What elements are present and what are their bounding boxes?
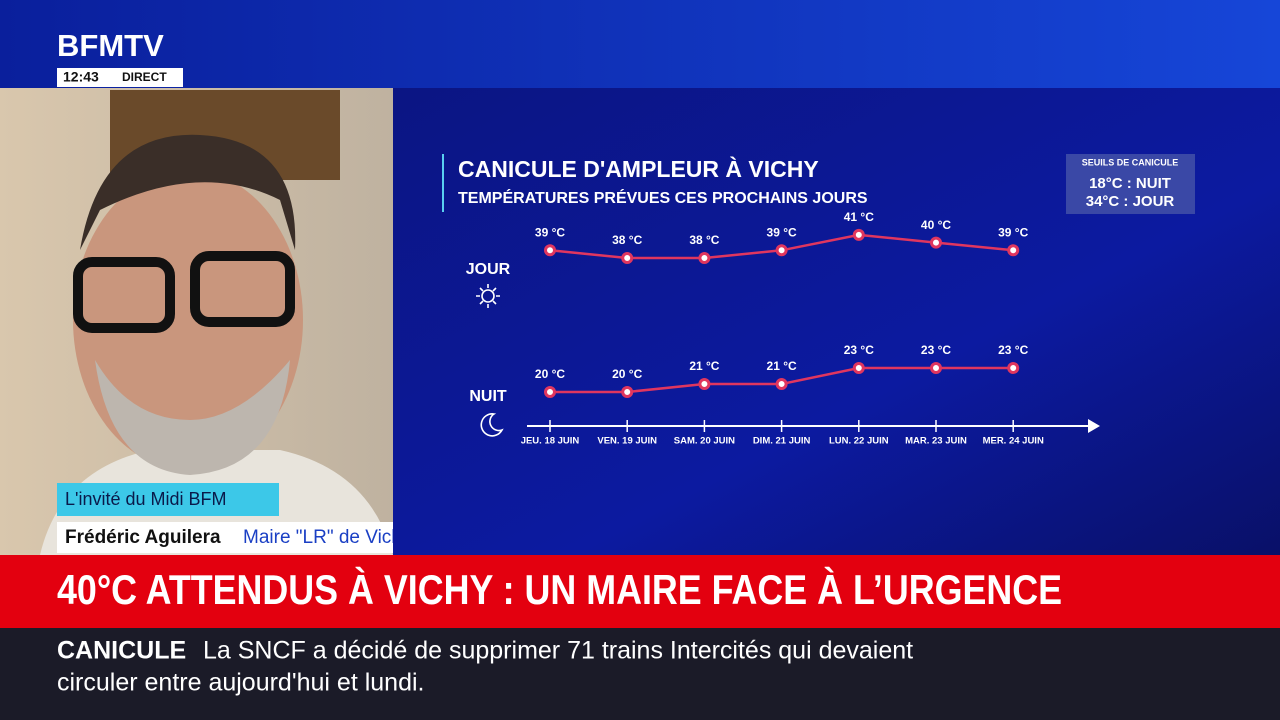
x-tick-label: JEU. 18 JUIN (521, 436, 580, 447)
channel-logo: BFMTV (57, 28, 164, 63)
data-label: 39 °C (767, 225, 797, 239)
hair (80, 134, 296, 250)
data-point (544, 244, 556, 257)
sun-icon (476, 284, 500, 308)
data-point (775, 244, 788, 257)
data-point (775, 378, 788, 390)
data-point (621, 386, 634, 398)
x-axis-arrow (1088, 419, 1100, 433)
data-label: 38 °C (689, 233, 719, 247)
guest-name: Frédéric Aguilera (65, 527, 221, 548)
data-label: 38 °C (612, 233, 642, 247)
data-point (852, 362, 865, 374)
data-point (698, 252, 711, 264)
moon-icon (480, 413, 504, 437)
x-tick-label: DIM. 21 JUIN (753, 436, 811, 447)
ticker-text: circuler entre aujourd'hui et lundi. (57, 669, 424, 697)
x-tick-label: VEN. 19 JUIN (597, 436, 657, 447)
show-name: L'invité du Midi BFM (65, 489, 227, 509)
ticker-text: La SNCF a décidé de supprimer 71 trains … (203, 637, 913, 665)
chart-subtitle: TEMPÉRATURES PRÉVUES CES PROCHAINS JOURS (458, 188, 868, 207)
headline: 40°C ATTENDUS À VICHY : UN MAIRE FACE À … (57, 566, 1062, 613)
ticker-topic: CANICULE (57, 637, 186, 665)
clock: 12:43 (63, 69, 99, 85)
data-point (930, 362, 942, 374)
data-point (852, 228, 865, 241)
beard (95, 360, 290, 475)
x-tick-label: LUN. 22 JUIN (829, 436, 889, 447)
data-label: 21 °C (767, 359, 797, 373)
x-tick-label: SAM. 20 JUIN (674, 436, 735, 447)
threshold-day: 34°C : JOUR (1086, 193, 1175, 210)
threshold-night: 18°C : NUIT (1089, 175, 1171, 192)
ticker-band (0, 628, 1280, 720)
data-label: 23 °C (998, 343, 1028, 357)
face (73, 170, 303, 470)
top-bar (0, 0, 1280, 88)
data-point (698, 378, 711, 390)
series-label: JOUR (466, 261, 511, 278)
data-label: 23 °C (844, 343, 874, 357)
series-label: NUIT (469, 388, 507, 405)
x-tick-label: MER. 24 JUIN (983, 436, 1044, 447)
glasses-right (190, 251, 295, 327)
data-label: 39 °C (998, 225, 1028, 239)
data-point (1007, 362, 1020, 374)
data-point (621, 252, 634, 264)
clock-box (57, 68, 183, 87)
data-label: 21 °C (689, 359, 719, 373)
data-label: 39 °C (535, 225, 565, 239)
headline-band (0, 555, 1280, 628)
data-label: 41 °C (844, 210, 874, 224)
data-point (1007, 244, 1020, 257)
data-label: 20 °C (612, 367, 642, 381)
live-label: DIRECT (122, 70, 167, 84)
x-tick-label: MAR. 23 JUIN (905, 436, 967, 447)
data-label: 40 °C (921, 218, 951, 232)
data-label: 23 °C (921, 343, 951, 357)
chart-title: CANICULE D'AMPLEUR À VICHY (458, 155, 819, 182)
glasses-left (73, 257, 175, 333)
threshold-box (1066, 154, 1195, 214)
show-box (57, 483, 279, 516)
plot: JEU. 18 JUIN VEN. 19 JUIN SAM. 20 JUIN DIM.… (466, 210, 1044, 446)
data-point (930, 236, 942, 249)
threshold-title: SEUILS DE CANICULE (1082, 157, 1179, 167)
data-point (544, 386, 556, 398)
data-label: 20 °C (535, 367, 565, 381)
